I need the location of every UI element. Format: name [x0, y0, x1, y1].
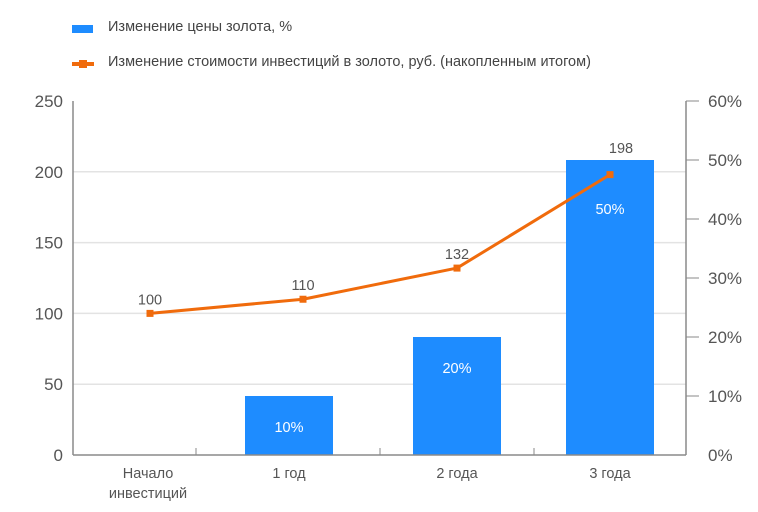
- bar-data-label: 20%: [442, 361, 471, 377]
- line-data-label: 132: [445, 247, 469, 263]
- category-label: инвестиций: [109, 486, 187, 502]
- bar[interactable]: [245, 396, 333, 455]
- line-point-marker[interactable]: [299, 295, 307, 303]
- legend-label: Изменение стоимости инвестиций в золото,…: [108, 54, 591, 70]
- line-series[interactable]: [149, 173, 611, 315]
- line-point-marker[interactable]: [146, 309, 154, 317]
- line-data-label: 110: [291, 278, 314, 294]
- left-axis-tick-label: 0: [54, 446, 63, 465]
- right-axis-tick-label: 30%: [708, 269, 742, 288]
- bar-data-label: 50%: [595, 202, 624, 218]
- right-axis-tick-label: 0%: [708, 446, 733, 465]
- line-point-marker[interactable]: [453, 264, 461, 272]
- left-axis-tick-label: 50: [44, 375, 63, 394]
- right-axis-tick-label: 20%: [708, 328, 742, 347]
- right-axis-tick-label: 60%: [708, 92, 742, 111]
- left-axis-tick-label: 100: [35, 304, 63, 323]
- legend-marker-icon: [79, 60, 87, 68]
- right-axis-tick-label: 50%: [708, 151, 742, 170]
- bar[interactable]: [413, 337, 501, 455]
- right-axis-tick-label: 10%: [708, 387, 742, 406]
- left-axis-tick-label: 200: [35, 163, 63, 182]
- category-label: Начало: [123, 466, 174, 482]
- legend-label: Изменение цены золота, %: [108, 19, 293, 35]
- category-label: 2 года: [436, 466, 478, 482]
- category-label: 3 года: [589, 466, 631, 482]
- line-point-marker[interactable]: [606, 171, 614, 179]
- category-label: 1 год: [272, 466, 306, 482]
- left-axis-tick-label: 250: [35, 92, 63, 111]
- left-axis-tick-label: 150: [35, 234, 63, 253]
- bar[interactable]: [566, 160, 654, 455]
- line-data-label: 100: [138, 292, 162, 308]
- line-data-label: 198: [609, 141, 633, 157]
- bar-data-label: 10%: [274, 420, 303, 436]
- right-axis-tick-label: 40%: [708, 210, 742, 229]
- legend-bar-swatch-icon: [72, 25, 93, 33]
